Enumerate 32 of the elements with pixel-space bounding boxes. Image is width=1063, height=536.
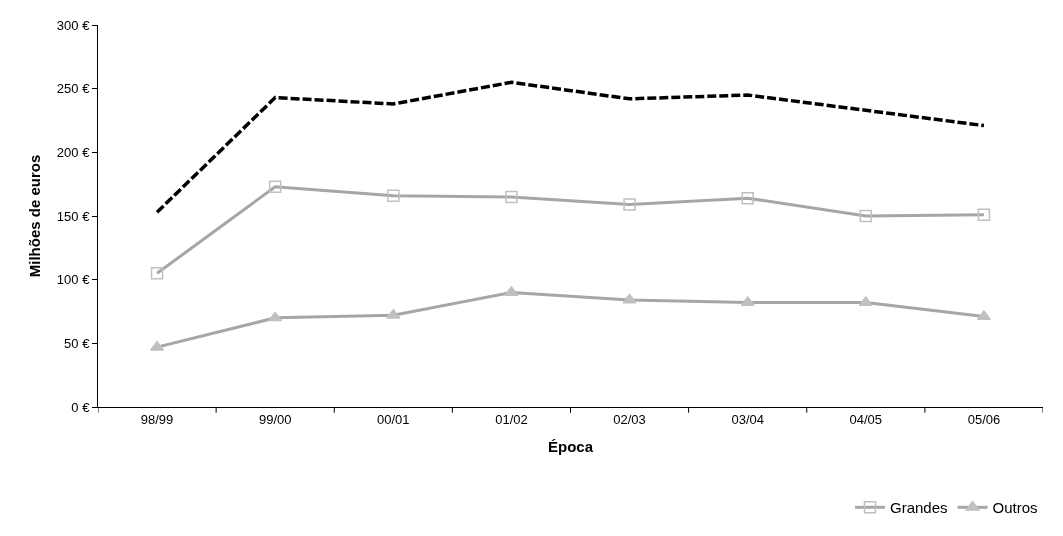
y-tick-label: 200 € [56,144,91,160]
point [387,189,400,202]
x-tick-label: 05/06 [967,411,1001,427]
line-series [155,80,986,214]
y-tick-label: 0 € [71,399,91,415]
point [150,267,164,280]
point [740,296,755,307]
x-tick-label: 98/99 [140,411,174,427]
point [268,180,282,193]
y-tick-label: 150 € [56,208,91,224]
y-axis-title: Milhões de euros [26,154,44,278]
point [858,296,873,307]
point [977,208,991,221]
x-tick-label: 02/03 [613,411,646,427]
x-tick-label: 01/02 [495,411,528,427]
x-tick-label: 00/01 [377,411,410,427]
point [741,191,754,205]
point [268,311,283,322]
x-tick-label: 03/04 [731,411,764,427]
y-tick-label: 300 € [56,17,91,33]
y-tick-label: 100 € [56,272,91,288]
point [505,190,518,204]
legend-label: Grandes [890,499,948,517]
legend-label: Outros [992,499,1038,517]
x-axis-title: Época [547,437,594,455]
y-tick-label: 50 € [64,335,91,351]
point [623,198,636,211]
x-tick-label: 99/00 [258,411,292,427]
point [622,293,637,304]
y-tick-label: 250 € [56,81,91,97]
point [859,209,873,223]
x-tick-label: 04/05 [849,411,883,427]
